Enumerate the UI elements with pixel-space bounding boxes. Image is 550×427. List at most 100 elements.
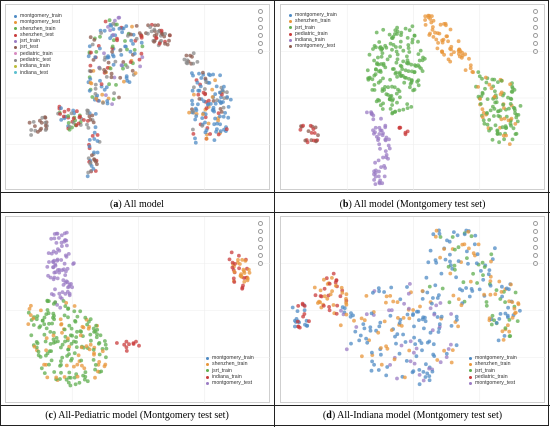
scatter-point (514, 131, 519, 136)
scatter-point (193, 117, 198, 122)
scatter-point (408, 359, 413, 364)
scatter-point (405, 102, 410, 106)
scatter-point (330, 276, 334, 280)
scatter-point (67, 282, 72, 287)
scatter-point (509, 116, 514, 121)
scatter-point (390, 47, 394, 52)
scatter-point (377, 98, 382, 103)
scatter-point (408, 339, 413, 344)
plot-tool-icon[interactable] (258, 237, 263, 242)
scatter-point (484, 80, 489, 85)
scatter-point (466, 229, 471, 234)
scatter-point (133, 71, 138, 75)
plot-tool-icon[interactable] (533, 253, 538, 258)
scatter-point (371, 128, 375, 133)
scatter-point (140, 44, 145, 49)
plot-tool-icon[interactable] (533, 33, 538, 38)
scatter-point (59, 233, 64, 238)
scatter-point (85, 122, 89, 127)
plot-tool-icon[interactable] (258, 41, 263, 46)
scatter-point (387, 32, 392, 37)
scatter-point (225, 95, 230, 99)
scatter-point (93, 125, 98, 130)
scatter-point (405, 106, 410, 110)
legend-item: pediatric_test (14, 57, 62, 63)
scatter-point (102, 51, 106, 56)
scatter-point (154, 36, 159, 40)
plot-tool-icon[interactable] (533, 237, 538, 242)
scatter-point (423, 315, 427, 320)
scatter-point (376, 368, 381, 372)
scatter-point (87, 347, 92, 352)
scatter-point (386, 85, 390, 90)
scatter-point (111, 27, 116, 32)
scatter-point (488, 283, 493, 288)
scatter-point (376, 136, 381, 141)
scatter-point (407, 316, 412, 321)
plot-tool-icon[interactable] (258, 221, 263, 226)
caption-letter: a (113, 199, 119, 210)
legend-c: montgomery_train shenzhen_train jsrt_train… (206, 355, 254, 386)
scatter-point (44, 336, 49, 340)
scatter-point (395, 376, 399, 381)
scatter-point (118, 75, 123, 80)
scatter-point (456, 259, 461, 263)
scatter-point (446, 39, 450, 44)
scatter-point (242, 276, 247, 280)
scatter-point (93, 55, 98, 60)
plot-tool-icon[interactable] (533, 25, 538, 30)
plot-tool-icon[interactable] (258, 229, 263, 234)
plot-tool-icon[interactable] (258, 49, 263, 54)
scatter-point (82, 366, 87, 371)
plot-tool-icon[interactable] (258, 261, 263, 266)
plot-tool-icon[interactable] (533, 261, 538, 266)
scatter-point (34, 317, 39, 322)
legend-marker (206, 375, 209, 379)
scatter-point (43, 120, 48, 125)
scatter-point (494, 100, 499, 105)
plot-tool-icon[interactable] (258, 17, 263, 22)
scatter-point (502, 106, 506, 110)
plot-tool-icon[interactable] (533, 41, 538, 46)
scatter-point (502, 334, 507, 338)
plot-tool-icon[interactable] (533, 229, 538, 234)
scatter-point (425, 290, 430, 295)
scatter-point (198, 84, 203, 89)
scatter-point (399, 324, 404, 328)
plot-tool-icon[interactable] (533, 221, 538, 226)
scatter-point (502, 137, 506, 142)
scatter-point (488, 279, 493, 283)
scatter-point (446, 264, 451, 269)
panel-b: montgomery_train shenzhen_train jsrt_train… (280, 4, 546, 191)
scatter-point (478, 102, 483, 106)
plot-tool-icon[interactable] (258, 33, 263, 38)
plot-tool-icon[interactable] (533, 245, 538, 250)
scatter-point (392, 67, 396, 71)
scatter-point (362, 318, 367, 323)
scatter-point (378, 70, 383, 74)
scatter-point (384, 135, 389, 140)
plot-tool-icon[interactable] (258, 9, 263, 14)
scatter-point (88, 77, 93, 81)
scatter-point (503, 124, 508, 128)
scatter-point (385, 57, 390, 62)
scatter-point (117, 95, 121, 100)
scatter-point (458, 49, 463, 53)
scatter-point (388, 363, 392, 367)
scatter-point (401, 332, 405, 337)
scatter-point (487, 316, 492, 321)
scatter-point (76, 353, 81, 358)
scatter-point (388, 107, 393, 111)
plot-tool-icon[interactable] (533, 17, 538, 22)
scatter-point (33, 124, 37, 128)
scatter-point (64, 377, 69, 382)
plot-tool-icon[interactable] (258, 245, 263, 250)
plot-tool-icon[interactable] (258, 25, 263, 30)
plot-tool-icon[interactable] (258, 253, 263, 258)
scatter-point (192, 85, 196, 90)
plot-tool-icon[interactable] (533, 49, 538, 54)
scatter-point (79, 358, 84, 363)
scatter-point (188, 53, 193, 58)
scatter-point (191, 127, 195, 132)
plot-tool-icon[interactable] (533, 9, 538, 14)
